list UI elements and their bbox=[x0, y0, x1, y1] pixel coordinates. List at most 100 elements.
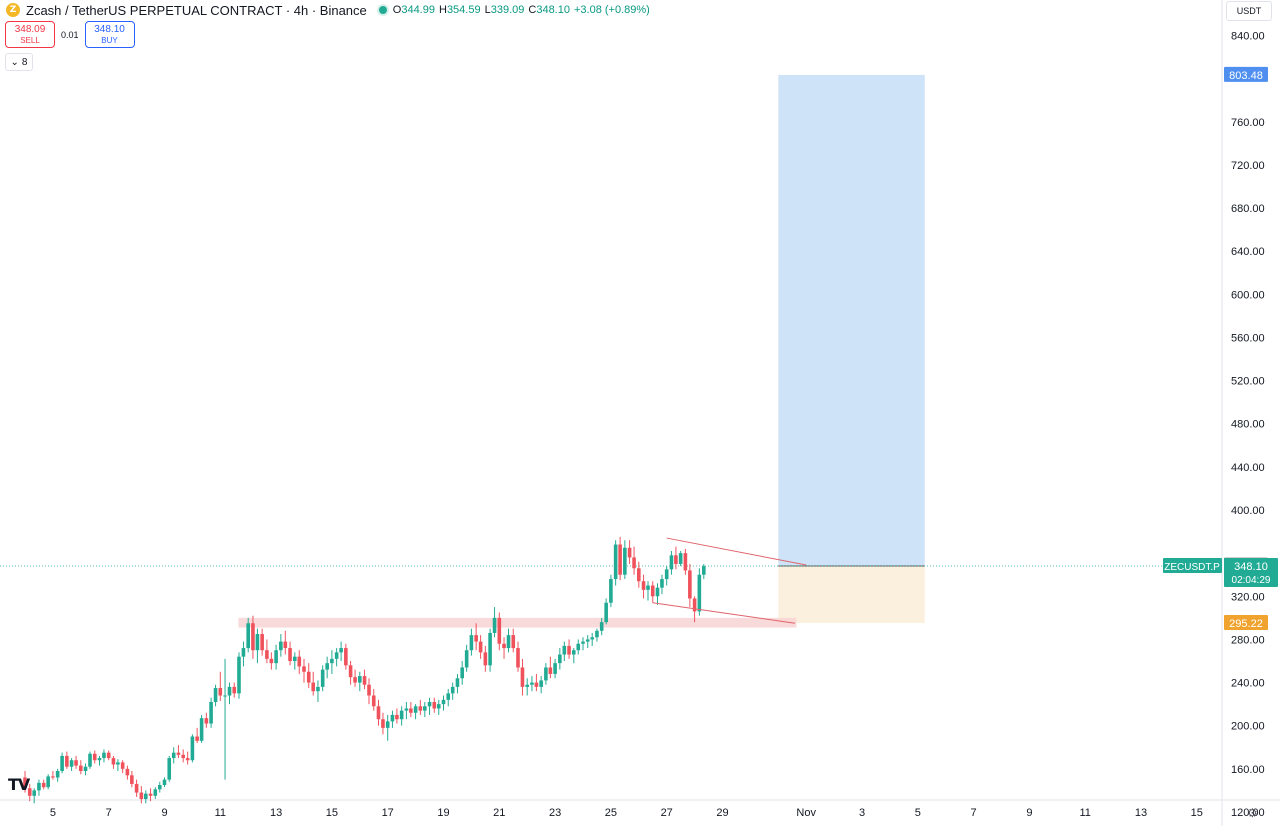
candle[interactable] bbox=[623, 547, 627, 575]
sell-button[interactable]: 348.09 SELL bbox=[5, 21, 55, 48]
candle[interactable] bbox=[288, 648, 292, 661]
buy-button[interactable]: 348.10 BUY bbox=[84, 21, 135, 48]
candle[interactable] bbox=[585, 639, 590, 642]
candle[interactable] bbox=[283, 641, 288, 649]
candle[interactable] bbox=[241, 648, 246, 657]
candle[interactable] bbox=[413, 706, 418, 713]
candle[interactable] bbox=[399, 710, 404, 720]
candle[interactable] bbox=[683, 553, 688, 571]
candle[interactable] bbox=[125, 768, 130, 776]
candle[interactable] bbox=[269, 658, 274, 664]
candle[interactable] bbox=[116, 762, 120, 765]
candle[interactable] bbox=[32, 790, 37, 796]
candle[interactable] bbox=[641, 581, 646, 590]
candle[interactable] bbox=[530, 682, 534, 685]
candle[interactable] bbox=[209, 701, 213, 724]
indicators-toggle[interactable]: ⌄ 8 bbox=[5, 53, 33, 71]
channel-line[interactable] bbox=[666, 537, 807, 566]
candle[interactable] bbox=[97, 758, 102, 761]
candle[interactable] bbox=[590, 637, 595, 640]
candle[interactable] bbox=[213, 687, 218, 702]
candle[interactable] bbox=[51, 776, 55, 778]
candle[interactable] bbox=[613, 544, 618, 580]
candle[interactable] bbox=[492, 617, 497, 633]
candle[interactable] bbox=[41, 782, 46, 788]
candle[interactable] bbox=[55, 771, 60, 778]
candle[interactable] bbox=[604, 602, 608, 623]
candle[interactable] bbox=[664, 569, 669, 580]
candle[interactable] bbox=[455, 678, 460, 687]
candle[interactable] bbox=[483, 652, 488, 666]
candle[interactable] bbox=[497, 617, 502, 644]
candle[interactable] bbox=[88, 753, 92, 767]
candle[interactable] bbox=[548, 667, 553, 674]
candle[interactable] bbox=[358, 676, 362, 683]
candle[interactable] bbox=[316, 686, 320, 692]
candle[interactable] bbox=[553, 663, 557, 674]
candle[interactable] bbox=[306, 671, 311, 683]
candle[interactable] bbox=[274, 650, 278, 664]
candle[interactable] bbox=[390, 714, 395, 722]
support-zone[interactable] bbox=[238, 617, 797, 628]
candle[interactable] bbox=[195, 736, 199, 741]
candle[interactable] bbox=[157, 785, 162, 790]
candle[interactable] bbox=[376, 706, 381, 720]
candle[interactable] bbox=[558, 654, 562, 664]
candle[interactable] bbox=[37, 782, 41, 791]
channel-line[interactable] bbox=[652, 602, 796, 624]
candle[interactable] bbox=[167, 758, 172, 780]
candle[interactable] bbox=[339, 648, 343, 653]
candle[interactable] bbox=[520, 667, 525, 687]
candle[interactable] bbox=[567, 645, 571, 655]
candle[interactable] bbox=[297, 656, 302, 667]
target-zone[interactable] bbox=[778, 74, 925, 566]
candle[interactable] bbox=[148, 793, 153, 796]
tradingview-logo[interactable]: TV bbox=[8, 775, 30, 794]
candle[interactable] bbox=[371, 695, 376, 707]
candle[interactable] bbox=[511, 635, 516, 649]
candle[interactable] bbox=[74, 760, 78, 766]
candle[interactable] bbox=[153, 789, 158, 796]
candle[interactable] bbox=[144, 793, 148, 800]
candle[interactable] bbox=[348, 665, 353, 678]
candle[interactable] bbox=[464, 650, 469, 668]
candle[interactable] bbox=[395, 714, 399, 720]
candle[interactable] bbox=[334, 652, 339, 659]
candle[interactable] bbox=[381, 719, 385, 728]
candle[interactable] bbox=[385, 721, 390, 728]
candle[interactable] bbox=[618, 544, 622, 575]
candle[interactable] bbox=[446, 693, 451, 700]
candle[interactable] bbox=[525, 684, 529, 687]
candle[interactable] bbox=[162, 779, 167, 786]
candle[interactable] bbox=[469, 635, 474, 651]
candle[interactable] bbox=[576, 643, 581, 651]
candle[interactable] bbox=[474, 635, 478, 642]
candle[interactable] bbox=[69, 760, 74, 767]
candle[interactable] bbox=[423, 706, 427, 711]
candle[interactable] bbox=[106, 752, 111, 759]
candle[interactable] bbox=[409, 708, 413, 713]
candle[interactable] bbox=[646, 585, 650, 590]
candle[interactable] bbox=[260, 634, 264, 651]
candle[interactable] bbox=[362, 676, 367, 685]
candle[interactable] bbox=[223, 695, 227, 697]
candle[interactable] bbox=[330, 658, 334, 664]
symbol-title[interactable]: Zcash / TetherUS PERPETUAL CONTRACT · 4h… bbox=[26, 2, 367, 18]
candle[interactable] bbox=[302, 666, 306, 672]
candle[interactable] bbox=[562, 645, 567, 655]
market-status-icon[interactable] bbox=[378, 6, 387, 14]
candle[interactable] bbox=[46, 776, 50, 788]
candle[interactable] bbox=[27, 788, 32, 796]
candle[interactable] bbox=[367, 684, 371, 696]
candle[interactable] bbox=[204, 718, 209, 724]
candle[interactable] bbox=[325, 663, 329, 670]
candle[interactable] bbox=[353, 677, 357, 683]
candle[interactable] bbox=[404, 708, 409, 711]
candle[interactable] bbox=[674, 555, 678, 564]
candle[interactable] bbox=[637, 568, 641, 582]
candle[interactable] bbox=[246, 623, 250, 649]
candle[interactable] bbox=[655, 587, 660, 597]
candle[interactable] bbox=[134, 783, 139, 793]
candle[interactable] bbox=[181, 754, 185, 759]
candle[interactable] bbox=[227, 686, 232, 696]
